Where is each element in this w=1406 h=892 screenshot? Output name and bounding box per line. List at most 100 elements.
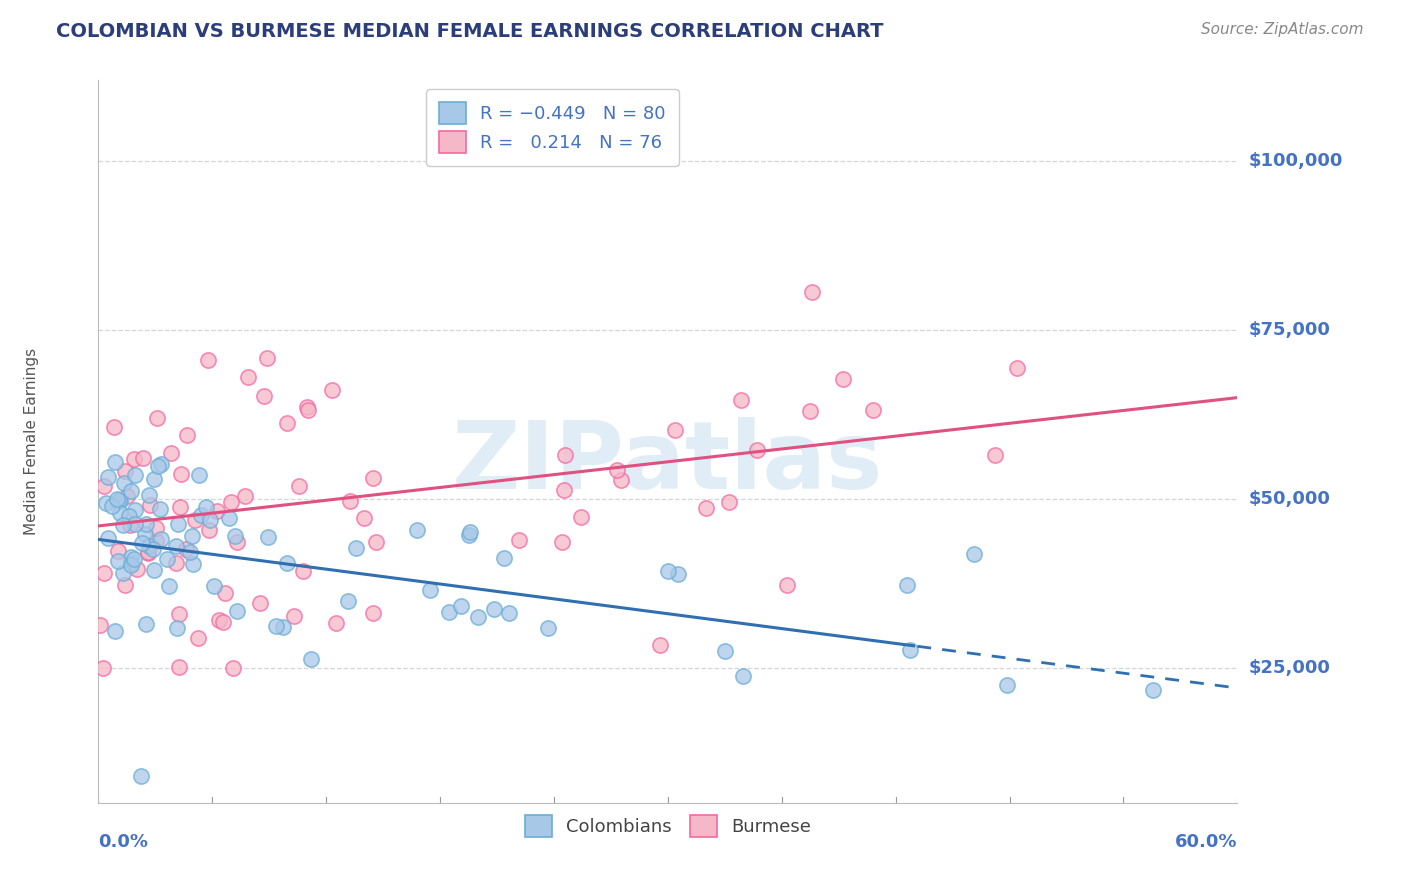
- Point: [236, 370, 259, 384]
- Point: [190, 508, 212, 522]
- Point: [666, 567, 689, 582]
- Point: [107, 554, 129, 568]
- Point: [657, 564, 679, 578]
- Point: [176, 428, 198, 442]
- Point: [551, 535, 574, 549]
- Point: [157, 579, 180, 593]
- Point: [610, 473, 633, 487]
- Point: [266, 619, 288, 633]
- Point: [554, 448, 576, 462]
- Point: [138, 488, 160, 502]
- Point: [134, 527, 156, 541]
- Text: $50,000: $50,000: [1249, 490, 1330, 508]
- Point: [120, 550, 142, 565]
- Point: [218, 511, 240, 525]
- Point: [896, 578, 918, 592]
- Point: [166, 539, 188, 553]
- Point: [297, 403, 319, 417]
- Point: [149, 502, 172, 516]
- Point: [898, 643, 921, 657]
- Point: [219, 494, 242, 508]
- Point: [276, 557, 298, 571]
- Text: COLOMBIAN VS BURMESE MEDIAN FEMALE EARNINGS CORRELATION CHART: COLOMBIAN VS BURMESE MEDIAN FEMALE EARNI…: [56, 22, 884, 41]
- Point: [104, 624, 127, 638]
- Point: [288, 479, 311, 493]
- Point: [650, 639, 672, 653]
- Point: [114, 464, 136, 478]
- Point: [167, 660, 190, 674]
- Point: [862, 403, 884, 417]
- Point: [120, 556, 142, 570]
- Point: [467, 609, 489, 624]
- Point: [299, 652, 322, 666]
- Point: [253, 389, 276, 403]
- Point: [353, 511, 375, 525]
- Text: Source: ZipAtlas.com: Source: ZipAtlas.com: [1201, 22, 1364, 37]
- Text: Median Female Earnings: Median Female Earnings: [24, 348, 39, 535]
- Point: [187, 632, 209, 646]
- Legend: Colombians, Burmese: Colombians, Burmese: [517, 808, 818, 845]
- Point: [131, 535, 153, 549]
- Point: [145, 521, 167, 535]
- Point: [364, 535, 387, 549]
- Point: [717, 495, 740, 509]
- Point: [143, 472, 166, 486]
- Point: [276, 416, 298, 430]
- Point: [494, 551, 516, 566]
- Point: [995, 678, 1018, 692]
- Point: [197, 352, 219, 367]
- Point: [419, 582, 441, 597]
- Point: [107, 544, 129, 558]
- Point: [800, 285, 823, 299]
- Point: [283, 609, 305, 624]
- Text: 60.0%: 60.0%: [1175, 833, 1237, 851]
- Point: [224, 529, 246, 543]
- Point: [212, 615, 235, 629]
- Point: [1142, 683, 1164, 698]
- Point: [458, 525, 481, 540]
- Point: [120, 483, 142, 498]
- Point: [136, 546, 159, 560]
- Point: [249, 596, 271, 610]
- Point: [103, 420, 125, 434]
- Point: [606, 463, 628, 477]
- Point: [114, 578, 136, 592]
- Point: [91, 661, 114, 675]
- Point: [89, 617, 111, 632]
- Point: [450, 599, 472, 613]
- Point: [93, 479, 115, 493]
- Point: [482, 602, 505, 616]
- Point: [714, 643, 737, 657]
- Point: [135, 617, 157, 632]
- Point: [135, 517, 157, 532]
- Point: [166, 622, 188, 636]
- Point: [325, 615, 347, 630]
- Point: [198, 513, 221, 527]
- Text: $25,000: $25,000: [1249, 659, 1330, 677]
- Point: [730, 393, 752, 408]
- Point: [537, 621, 560, 635]
- Point: [142, 541, 165, 556]
- Point: [118, 517, 141, 532]
- Point: [124, 517, 146, 532]
- Point: [124, 468, 146, 483]
- Point: [256, 351, 278, 365]
- Point: [174, 541, 197, 556]
- Point: [361, 471, 384, 485]
- Point: [344, 541, 367, 556]
- Text: $100,000: $100,000: [1249, 153, 1343, 170]
- Point: [107, 493, 129, 508]
- Point: [146, 410, 169, 425]
- Point: [112, 566, 135, 581]
- Point: [571, 510, 593, 524]
- Point: [150, 532, 173, 546]
- Point: [124, 452, 146, 467]
- Point: [291, 564, 314, 578]
- Point: [963, 547, 986, 561]
- Point: [129, 769, 152, 783]
- Point: [295, 400, 318, 414]
- Point: [108, 493, 131, 508]
- Point: [183, 513, 205, 527]
- Text: $75,000: $75,000: [1249, 321, 1330, 339]
- Point: [214, 585, 236, 599]
